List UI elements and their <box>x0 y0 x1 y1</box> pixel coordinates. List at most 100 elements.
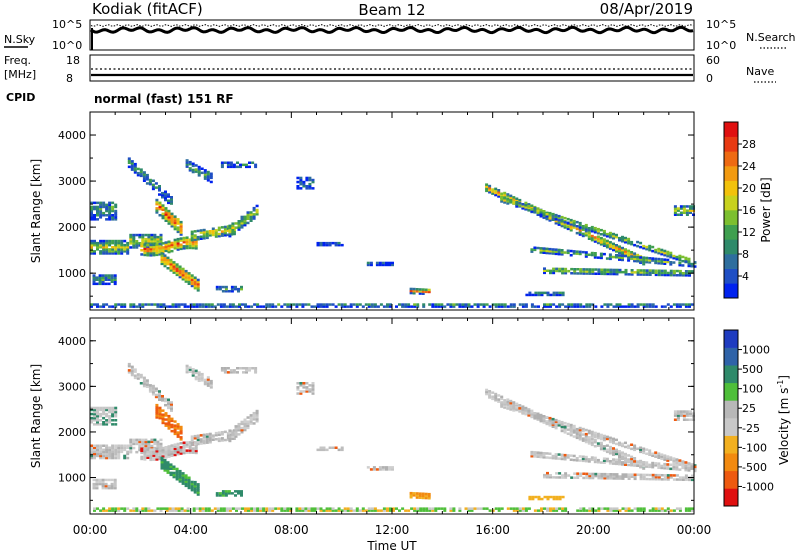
freq-right-tick-bottom: 0 <box>706 72 713 85</box>
echo-cell <box>419 507 423 510</box>
echo-cell <box>651 305 655 308</box>
echo-cell <box>113 480 117 484</box>
echo-cell <box>190 437 194 440</box>
echo-cell <box>651 507 655 510</box>
echo-cell <box>135 233 139 237</box>
echo-cell <box>548 416 552 420</box>
echo-cell <box>190 484 194 488</box>
echo-cell <box>111 214 115 217</box>
echo-cell <box>132 237 136 241</box>
echo-cell <box>99 239 103 243</box>
echo-cell <box>149 249 153 253</box>
echo-cell <box>328 243 332 247</box>
echo-cell <box>381 261 385 265</box>
echo-cell <box>409 496 413 499</box>
echo-cell <box>117 252 121 255</box>
echo-cell <box>167 218 171 221</box>
echo-cell <box>155 454 159 457</box>
echo-cell <box>145 178 149 181</box>
echo-cell <box>533 416 537 419</box>
echo-cell <box>99 241 103 245</box>
echo-cell <box>107 278 111 281</box>
echo-cell <box>600 272 604 276</box>
echo-cell <box>627 259 631 262</box>
echo-cell <box>627 273 631 276</box>
echo-cell <box>167 240 171 243</box>
echo-cell <box>142 175 146 178</box>
echo-cell <box>194 375 198 379</box>
echo-cell <box>602 459 606 462</box>
echo-cell <box>563 421 567 425</box>
echo-cell <box>549 476 552 479</box>
echo-cell <box>245 369 248 372</box>
echo-cell <box>555 472 559 475</box>
echo-cell <box>108 446 112 449</box>
echo-cell <box>229 161 233 164</box>
echo-cell <box>207 305 211 308</box>
echo-cell <box>246 211 250 214</box>
echo-cell <box>560 453 564 457</box>
echo-cell <box>187 278 191 281</box>
echo-cell <box>132 305 136 308</box>
echo-cell <box>197 167 201 171</box>
echo-cell <box>599 435 603 439</box>
echo-cell <box>693 464 697 467</box>
echo-cell <box>564 474 568 477</box>
echo-cell <box>249 416 253 419</box>
echo-cell <box>527 414 531 417</box>
echo-cell <box>542 214 546 217</box>
echo-cell <box>194 245 198 248</box>
echo-cell <box>129 237 133 241</box>
echo-cell <box>340 243 344 247</box>
echo-cell <box>551 425 555 428</box>
echo-cell <box>305 386 309 389</box>
colorbar-swatch <box>724 268 738 284</box>
echo-cell <box>537 291 541 295</box>
echo-cell <box>102 454 106 458</box>
echo-cell <box>657 478 661 481</box>
echo-cell <box>567 474 571 477</box>
echo-cell <box>621 235 624 239</box>
colorbar-swatch <box>724 470 738 489</box>
echo-cell <box>521 507 525 510</box>
echo-cell <box>90 412 93 416</box>
echo-cell <box>576 305 580 308</box>
echo-cell <box>563 455 567 459</box>
echo-cell <box>113 484 117 488</box>
echo-cell <box>111 205 115 209</box>
echo-cell <box>169 269 173 272</box>
echo-cell <box>127 161 131 164</box>
echo-cell <box>334 305 338 308</box>
noise-panel: N.Sky 10^5 10^0 10^5 10^0 N.Search <box>4 18 796 52</box>
echo-cell <box>500 507 504 510</box>
echo-cell <box>231 232 235 236</box>
echo-cell <box>648 257 652 260</box>
echo-cell <box>123 507 127 510</box>
echo-cell <box>488 305 492 308</box>
echo-cell <box>182 449 186 453</box>
echo-cell <box>572 424 576 428</box>
echo-cell <box>600 305 604 308</box>
echo-cell <box>129 235 133 239</box>
echo-cell <box>657 452 661 455</box>
echo-cell <box>155 245 159 248</box>
echo-cell <box>684 463 688 466</box>
echo-cell <box>543 305 546 308</box>
echo-cell <box>615 473 619 476</box>
echo-cell <box>578 250 582 254</box>
echo-cell <box>560 224 564 228</box>
echo-cell <box>425 509 429 512</box>
echo-cell <box>627 255 631 259</box>
echo-cell <box>164 213 168 216</box>
echo-cell <box>521 408 525 411</box>
echo-cell <box>140 455 144 459</box>
echo-cell <box>584 428 588 432</box>
echo-cell <box>223 369 227 372</box>
echo-cell <box>234 431 238 434</box>
echo-cell <box>196 487 200 490</box>
cpid-label: CPID <box>6 91 35 104</box>
echo-cell <box>621 451 624 454</box>
echo-cell <box>494 392 498 396</box>
echo-cell <box>549 269 552 273</box>
